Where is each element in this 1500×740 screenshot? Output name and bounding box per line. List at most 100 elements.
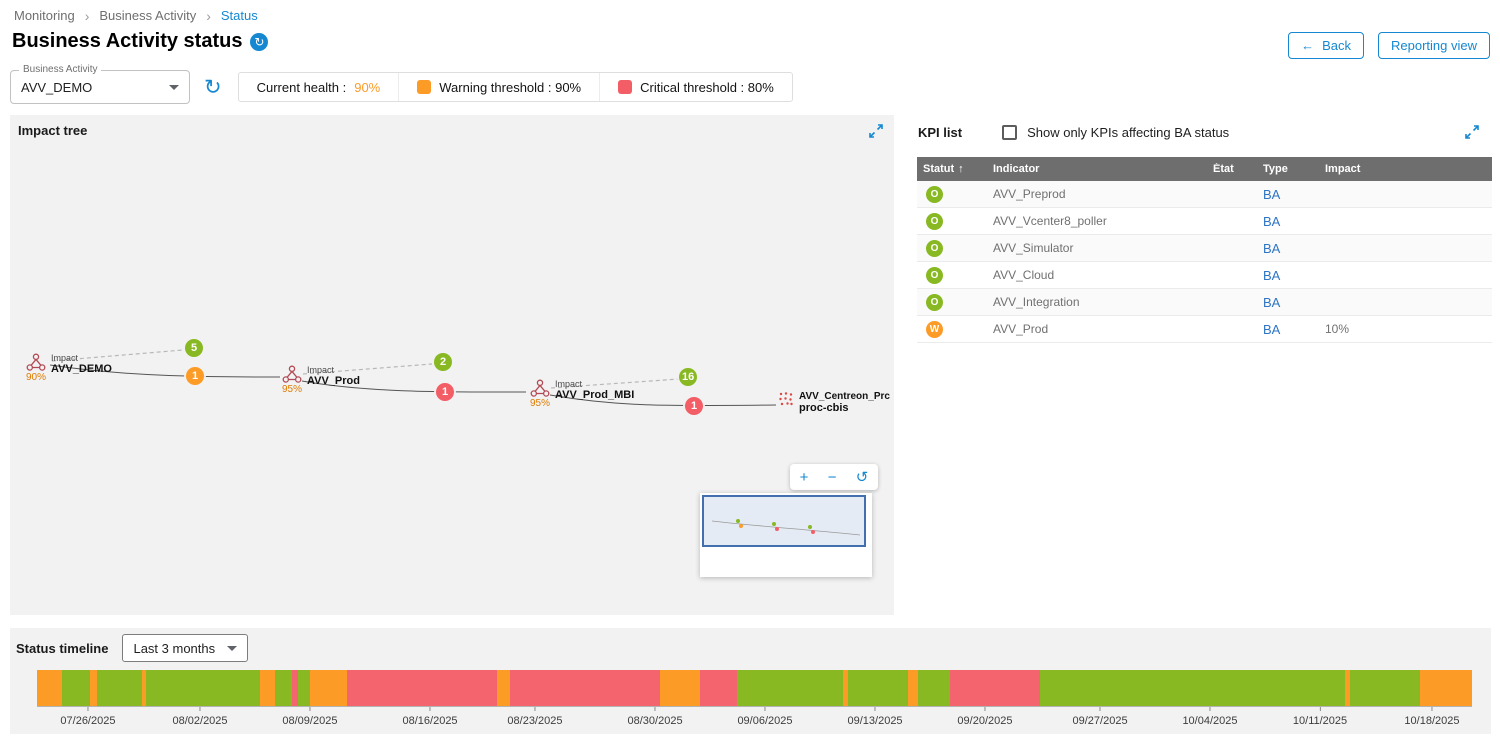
node-name: AVV_Prod_MBI [555,389,635,401]
status-badge: O [926,212,943,230]
impact-tree-panel: Impact tree 90% Impact AV [10,115,894,615]
timeline-range-select[interactable]: Last 3 months [122,634,249,662]
timeline-segment-critical [949,670,1040,706]
zoom-out-button[interactable]: − [827,468,837,486]
timeline-tick: 08/02/2025 [172,707,228,727]
timeline-segment-warning [259,670,276,706]
expand-icon [869,124,883,138]
column-header-type[interactable]: Type [1263,163,1288,175]
zoom-in-button[interactable]: + [799,468,809,486]
top-buttons: ← Back Reporting view [1288,32,1490,59]
timeline-segment-warning [37,670,62,706]
chevron-down-icon [169,84,179,90]
ok-count-badge[interactable]: 5 [185,339,203,357]
timeline-tick: 08/23/2025 [507,707,562,727]
node-name-line1: AVV_Centreon_Prc [799,391,890,402]
tree-node-avv-centreon-proc-cbis[interactable]: AVV_Centreon_Prc proc-cbis [778,391,890,414]
timeline-tick: 08/30/2025 [628,707,683,727]
timeline-segment-ok [275,670,292,706]
warning-count-badge[interactable]: 1 [186,367,204,385]
kpi-type: BA [1263,213,1281,229]
kpi-type: BA [1263,321,1281,337]
node-health: 90% [26,372,47,383]
column-header-indicator[interactable]: Indicator [993,163,1040,175]
timeline-tick: 08/09/2025 [282,707,337,727]
timeline-segment-warning [142,670,147,706]
breadcrumb-business-activity[interactable]: Business Activity [99,8,197,23]
breadcrumb-monitoring[interactable]: Monitoring [14,8,75,23]
column-header-impact[interactable]: Impact [1325,163,1361,175]
business-activity-icon [26,353,46,371]
title-row: Business Activity status ↻ [12,30,269,53]
kpi-row[interactable]: W AVV_Prod BA 10% [917,316,1492,343]
threshold-legend: Current health : 90% Warning threshold :… [237,72,793,102]
node-health: 95% [530,398,551,409]
warning-swatch-icon [417,80,432,94]
minimap-viewport[interactable] [702,495,866,547]
status-timeline-panel: Status timeline Last 3 months 07/26/2025… [10,628,1491,734]
timeline-segment-warning [842,670,848,706]
tree-minimap[interactable] [700,493,872,577]
timeline-segment-warning [89,670,97,706]
timeline-segment-warning [496,670,510,706]
node-kicker: Impact [555,379,583,389]
kpi-table: Statut ↑ Indicator État Type Impact O AV… [917,157,1492,343]
zoom-reset-button[interactable]: ↺ [855,468,869,486]
kpi-list-header: KPI list Show only KPIs affecting BA sta… [908,115,1492,149]
breadcrumb-separator-icon: › [206,7,211,24]
back-button[interactable]: ← Back [1288,32,1364,59]
column-header-etat[interactable]: État [1213,163,1234,175]
ok-count-badge[interactable]: 16 [679,368,698,386]
timeline-segment-ok [96,670,143,706]
kpi-type: BA [1263,267,1281,283]
refresh-button[interactable]: ↻ [204,75,222,99]
select-value: AVV_DEMO [21,79,93,95]
timeline-axis: 07/26/2025 08/02/2025 08/09/2025 08/16/2025… [37,706,1472,732]
timeline-segment-warning [1344,670,1350,706]
reporting-view-label: Reporting view [1391,38,1477,53]
expand-kpi-list-button[interactable] [1462,122,1482,142]
kpi-indicator: AVV_Simulator [993,241,1074,255]
kpi-row[interactable]: O AVV_Cloud BA [917,262,1492,289]
controls-row: Business Activity AVV_DEMO ↻ Current hea… [10,64,793,104]
sync-badge-icon: ↻ [250,32,269,51]
legend-critical-threshold: Critical threshold : 80% [599,73,792,101]
critical-count-badge[interactable]: 1 [685,397,703,415]
timeline-header: Status timeline Last 3 months [16,634,249,662]
node-name: AVV_Prod [307,375,360,387]
tree-node-avv-prod[interactable]: 95% Impact AVV_Prod [282,365,360,395]
impact-tree-title: Impact tree [18,123,88,138]
kpi-row[interactable]: O AVV_Preprod BA [917,181,1492,208]
chevron-down-icon [227,645,238,651]
breadcrumb-status[interactable]: Status [220,8,258,23]
business-activity-select[interactable]: Business Activity AVV_DEMO [10,64,190,104]
tree-node-avv-prod-mbi[interactable]: 95% Impact AVV_Prod_MBI [530,379,634,409]
timeline-segment-warning [1419,670,1472,706]
business-activity-icon [530,379,550,397]
critical-count-badge[interactable]: 1 [436,383,454,401]
timeline-bar[interactable] [37,670,1472,706]
back-button-label: Back [1322,38,1351,53]
kpi-row[interactable]: O AVV_Integration BA [917,289,1492,316]
kpi-row[interactable]: O AVV_Vcenter8_poller BA [917,208,1492,235]
tree-node-avv-demo[interactable]: 90% Impact AVV_DEMO [26,353,112,383]
kpi-row[interactable]: O AVV_Simulator BA [917,235,1492,262]
minimap-miniature [711,519,861,536]
timeline-title: Status timeline [16,640,109,656]
breadcrumb-separator-icon: › [84,7,90,24]
expand-icon [1465,125,1479,139]
column-header-statut[interactable]: Statut ↑ [923,163,964,175]
ok-count-badge[interactable]: 2 [434,353,452,371]
legend-warning-threshold: Warning threshold : 90% [398,73,599,101]
timeline-segment-critical [346,670,497,706]
expand-tree-button[interactable] [866,121,886,141]
reporting-view-button[interactable]: Reporting view [1378,32,1490,59]
select-floating-label: Business Activity [19,64,102,75]
show-only-kpis-checkbox[interactable] [1002,124,1018,140]
warning-threshold-label: Warning threshold : 90% [439,79,582,95]
node-kicker: Impact [307,365,335,375]
timeline-segment-warning [309,670,347,706]
timeline-segment-ok [1349,670,1420,706]
kpi-type: BA [1263,240,1281,256]
timeline-segment-warning [907,670,918,706]
